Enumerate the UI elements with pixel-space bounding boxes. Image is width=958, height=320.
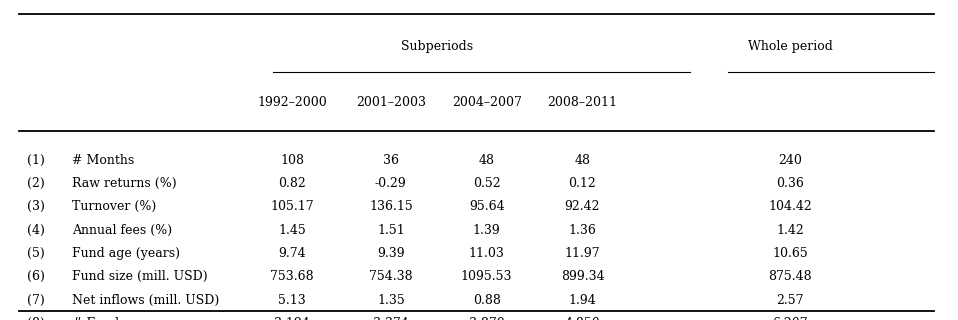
Text: 899.34: 899.34 [560, 270, 604, 283]
Text: Turnover (%): Turnover (%) [72, 200, 156, 213]
Text: 3,374: 3,374 [373, 317, 409, 320]
Text: 1992–2000: 1992–2000 [258, 96, 327, 109]
Text: 9.74: 9.74 [279, 247, 306, 260]
Text: Whole period: Whole period [748, 40, 833, 53]
Text: 136.15: 136.15 [369, 200, 413, 213]
Text: 3,194: 3,194 [274, 317, 310, 320]
Text: (8): (8) [27, 317, 45, 320]
Text: 11.03: 11.03 [468, 247, 505, 260]
Text: 0.88: 0.88 [472, 294, 501, 307]
Text: # Funds: # Funds [72, 317, 125, 320]
Text: 1.51: 1.51 [377, 224, 404, 236]
Text: 0.52: 0.52 [473, 177, 500, 190]
Text: 0.12: 0.12 [569, 177, 596, 190]
Text: 11.97: 11.97 [564, 247, 601, 260]
Text: 754.38: 754.38 [369, 270, 413, 283]
Text: 9.39: 9.39 [377, 247, 404, 260]
Text: Fund size (mill. USD): Fund size (mill. USD) [72, 270, 208, 283]
Text: (4): (4) [27, 224, 45, 236]
Text: # Months: # Months [72, 154, 134, 166]
Text: 1.36: 1.36 [568, 224, 597, 236]
Text: 0.82: 0.82 [279, 177, 306, 190]
Text: 3,870: 3,870 [468, 317, 505, 320]
Text: 2004–2007: 2004–2007 [452, 96, 521, 109]
Text: -0.29: -0.29 [375, 177, 407, 190]
Text: Annual fees (%): Annual fees (%) [72, 224, 172, 236]
Text: Raw returns (%): Raw returns (%) [72, 177, 176, 190]
Text: 36: 36 [383, 154, 399, 166]
Text: 95.64: 95.64 [468, 200, 505, 213]
Text: 0.36: 0.36 [776, 177, 805, 190]
Text: 2001–2003: 2001–2003 [355, 96, 426, 109]
Text: 1095.53: 1095.53 [461, 270, 513, 283]
Text: 1.39: 1.39 [473, 224, 500, 236]
Text: 753.68: 753.68 [270, 270, 314, 283]
Text: 2008–2011: 2008–2011 [547, 96, 618, 109]
Text: 92.42: 92.42 [564, 200, 601, 213]
Text: 2.57: 2.57 [777, 294, 804, 307]
Text: 6,207: 6,207 [772, 317, 809, 320]
Text: 1.35: 1.35 [377, 294, 404, 307]
Text: 1.42: 1.42 [777, 224, 804, 236]
Text: 10.65: 10.65 [772, 247, 809, 260]
Text: (7): (7) [27, 294, 45, 307]
Text: 875.48: 875.48 [768, 270, 812, 283]
Text: 48: 48 [479, 154, 494, 166]
Text: (5): (5) [27, 247, 45, 260]
Text: (6): (6) [27, 270, 45, 283]
Text: 108: 108 [280, 154, 305, 166]
Text: 105.17: 105.17 [270, 200, 314, 213]
Text: (3): (3) [27, 200, 45, 213]
Text: (1): (1) [27, 154, 45, 166]
Text: 104.42: 104.42 [768, 200, 812, 213]
Text: 5.13: 5.13 [279, 294, 306, 307]
Text: 240: 240 [779, 154, 802, 166]
Text: Net inflows (mill. USD): Net inflows (mill. USD) [72, 294, 219, 307]
Text: 1.45: 1.45 [279, 224, 306, 236]
Text: 4,850: 4,850 [564, 317, 601, 320]
Text: Subperiods: Subperiods [401, 40, 473, 53]
Text: 48: 48 [575, 154, 590, 166]
Text: 1.94: 1.94 [569, 294, 596, 307]
Text: (2): (2) [27, 177, 45, 190]
Text: Fund age (years): Fund age (years) [72, 247, 180, 260]
